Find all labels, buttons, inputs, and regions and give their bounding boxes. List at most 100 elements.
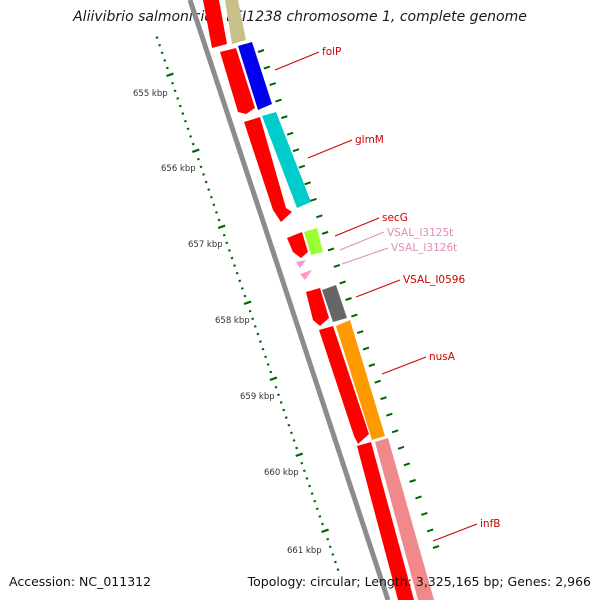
gene-arrow[interactable] [220, 48, 255, 114]
gene-arrow[interactable] [336, 320, 385, 440]
ruler-tick [326, 537, 330, 541]
ruler-tick [315, 507, 319, 511]
gene-arrow[interactable] [244, 117, 292, 222]
ruler-tick [261, 347, 265, 351]
gene-label-nusA[interactable]: nusA [429, 351, 456, 363]
ruler-tick [184, 119, 187, 123]
ruler-tick [304, 181, 311, 186]
trna-arrow[interactable] [300, 270, 312, 280]
ruler-tick [209, 195, 213, 199]
ruler-tick [158, 43, 162, 47]
ruler-tick [282, 408, 286, 412]
ruler-tick [421, 511, 428, 516]
gene-arrow[interactable] [304, 228, 323, 255]
gene-label-VSAL_I0596[interactable]: VSAL_I0596 [403, 274, 465, 286]
gene-arrow[interactable] [375, 438, 434, 600]
ruler-tick [204, 180, 208, 184]
ruler-tick [196, 157, 200, 161]
gene-label-secG[interactable]: secG [382, 212, 408, 224]
ruler-tick [263, 65, 271, 70]
ruler-tick [191, 148, 200, 154]
ruler-tick [165, 66, 169, 70]
gene-arrow[interactable] [306, 288, 329, 326]
ruler-tick [339, 280, 346, 285]
ruler-tick [333, 560, 337, 564]
ruler-tick [212, 203, 216, 207]
gene-arrow[interactable] [357, 442, 414, 600]
gene-arrow[interactable] [319, 326, 369, 444]
ruler-tick [362, 346, 370, 351]
ruler-tick [274, 385, 278, 389]
ruler-tick [258, 340, 262, 343]
gene-label-VSAL_I3126t[interactable]: VSAL_I3126t [391, 242, 457, 254]
tick-label: 655 kbp [133, 89, 168, 99]
ruler-tick [345, 297, 352, 301]
ruler-tick [243, 300, 252, 306]
ruler-tick [264, 355, 268, 359]
ruler-tick [215, 211, 218, 214]
ruler-tick [240, 287, 244, 290]
ruler-tick [386, 412, 393, 417]
ruler-tick [207, 188, 211, 191]
trna-arrow[interactable] [296, 260, 306, 268]
ruler-tick [166, 72, 174, 78]
gene-label-VSAL_I3125t[interactable]: VSAL_I3125t [387, 227, 453, 239]
ruler-tick [391, 429, 399, 434]
ruler-tick [316, 214, 323, 219]
gene-arrow[interactable] [287, 232, 308, 258]
ruler-tick [199, 165, 203, 169]
ruler-tick [217, 218, 221, 222]
ruler-tick [380, 396, 387, 401]
label-leader [355, 279, 401, 298]
ruler-tick [191, 142, 195, 146]
ruler-tick [256, 332, 260, 336]
ruler-tick [155, 36, 159, 39]
ruler-tick [225, 241, 229, 245]
ruler-tick [279, 401, 283, 404]
ruler-tick [432, 545, 440, 549]
ruler-tick [321, 522, 324, 526]
gene-label-glmM[interactable]: glmM [355, 134, 384, 146]
label-leader [432, 523, 478, 542]
ruler-tick [222, 233, 226, 237]
tick-label: 657 kbp [188, 240, 223, 250]
ruler-tick [321, 528, 329, 534]
label-leader [334, 217, 380, 237]
tick-label: 661 kbp [287, 546, 322, 556]
tick-label: 659 kbp [240, 392, 275, 402]
ruler-tick [403, 462, 411, 467]
gene-arrow[interactable] [322, 285, 347, 322]
gene-arrow[interactable] [225, 0, 246, 44]
gene-label-infB[interactable]: infB [480, 518, 500, 530]
gene-arrow[interactable] [238, 42, 272, 110]
ruler-tick [230, 256, 234, 260]
ruler-tick [336, 568, 340, 571]
ruler-tick [356, 330, 364, 335]
ruler-tick [295, 452, 304, 458]
accession-label: Accession: NC_011312 [9, 574, 152, 589]
ruler-tick [281, 115, 288, 120]
ruler-tick [295, 446, 299, 450]
ruler-ticks-right [257, 49, 440, 549]
ruler-tick [331, 553, 335, 556]
ruler-tick [368, 363, 376, 368]
ruler-tick [181, 112, 185, 115]
gene-arrow[interactable] [262, 112, 311, 208]
ruler-tick [290, 431, 293, 435]
ruler-tick [275, 98, 282, 103]
gene-label-folP[interactable]: folP [322, 46, 341, 58]
gene-arrow[interactable] [203, 0, 227, 48]
ruler-tick [227, 249, 231, 252]
ruler-tick [173, 89, 177, 93]
ruler-tick [310, 492, 314, 495]
ruler-tick [269, 82, 276, 87]
ruler-tick [310, 197, 317, 202]
ruler-tick [186, 127, 190, 131]
ruler-tick [313, 499, 317, 503]
tick-label: 656 kbp [161, 164, 196, 174]
ruler-tick [374, 379, 381, 384]
ruler-tick [426, 528, 434, 533]
ruler-tick [266, 363, 270, 366]
